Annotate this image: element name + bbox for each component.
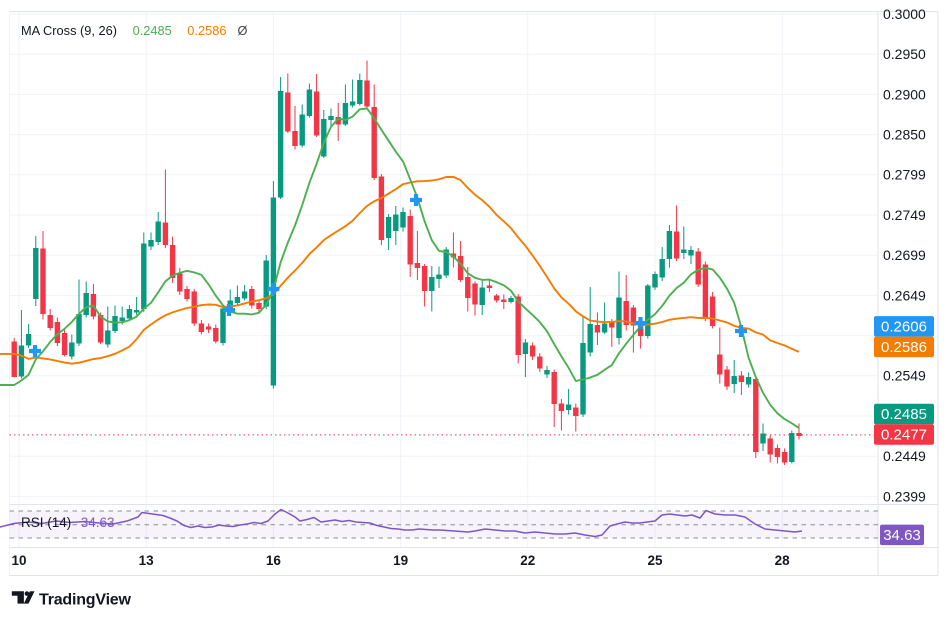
svg-text:0.2749: 0.2749 (883, 207, 926, 223)
svg-text:MA Cross (9, 26): MA Cross (9, 26) (21, 23, 117, 38)
svg-text:0.2485: 0.2485 (133, 23, 172, 38)
svg-text:28: 28 (775, 553, 791, 568)
svg-text:0.2950: 0.2950 (883, 46, 926, 62)
svg-text:13: 13 (139, 553, 155, 568)
svg-text:0.2699: 0.2699 (883, 247, 926, 263)
svg-text:RSI (14): RSI (14) (21, 515, 71, 530)
svg-text:34.63: 34.63 (81, 515, 115, 530)
svg-text:0.2649: 0.2649 (883, 287, 926, 303)
svg-text:0.3000: 0.3000 (883, 6, 926, 22)
svg-text:0.2477: 0.2477 (881, 427, 927, 444)
svg-text:0.2399: 0.2399 (883, 488, 926, 504)
svg-text:0.2799: 0.2799 (883, 167, 926, 183)
svg-text:22: 22 (520, 553, 535, 568)
svg-text:19: 19 (393, 553, 408, 568)
svg-text:0.2586: 0.2586 (187, 23, 226, 38)
svg-text:0.2485: 0.2485 (881, 406, 927, 423)
svg-text:0.2449: 0.2449 (883, 448, 926, 464)
svg-text:0.2606: 0.2606 (881, 319, 927, 336)
svg-text:0.2900: 0.2900 (883, 86, 926, 102)
svg-text:25: 25 (647, 553, 663, 568)
svg-text:Ø: Ø (238, 23, 248, 38)
svg-text:0.2586: 0.2586 (881, 339, 927, 356)
svg-text:10: 10 (11, 553, 26, 568)
svg-text:TradingView: TradingView (39, 592, 132, 609)
svg-text:0.2850: 0.2850 (883, 127, 926, 143)
svg-text:34.63: 34.63 (883, 527, 921, 544)
svg-text:0.2549: 0.2549 (883, 368, 926, 384)
svg-text:16: 16 (266, 553, 282, 568)
